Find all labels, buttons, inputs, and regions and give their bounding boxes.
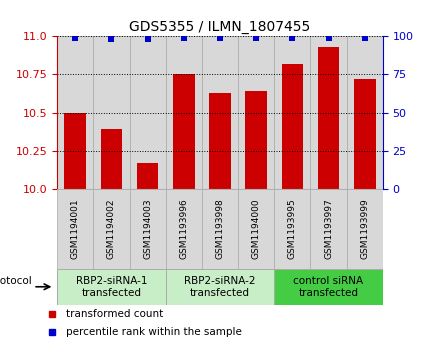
Text: GSM1193999: GSM1193999 — [360, 198, 369, 259]
Bar — [311, 189, 347, 269]
Bar — [57, 269, 166, 305]
Bar — [274, 269, 383, 305]
Bar — [202, 189, 238, 269]
Text: GSM1193996: GSM1193996 — [180, 198, 188, 259]
Text: transformed count: transformed count — [66, 309, 163, 319]
Bar — [166, 36, 202, 189]
Bar — [354, 79, 376, 189]
Bar — [318, 47, 339, 189]
Bar — [246, 91, 267, 189]
Text: GSM1194001: GSM1194001 — [71, 198, 80, 259]
Text: RBP2-siRNA-1
transfected: RBP2-siRNA-1 transfected — [76, 276, 147, 298]
Bar — [64, 113, 86, 189]
Text: GSM1193995: GSM1193995 — [288, 198, 297, 259]
Bar — [274, 36, 311, 189]
Bar — [57, 189, 93, 269]
Bar — [311, 36, 347, 189]
Text: GSM1193998: GSM1193998 — [216, 198, 224, 259]
Bar — [202, 36, 238, 189]
Text: control siRNA
transfected: control siRNA transfected — [293, 276, 363, 298]
Bar — [129, 189, 166, 269]
Bar — [347, 36, 383, 189]
Bar — [137, 163, 158, 189]
Text: percentile rank within the sample: percentile rank within the sample — [66, 327, 242, 337]
Bar — [166, 189, 202, 269]
Bar — [93, 36, 129, 189]
Text: GSM1194003: GSM1194003 — [143, 198, 152, 259]
Bar — [238, 189, 274, 269]
Text: protocol: protocol — [0, 276, 32, 286]
Bar — [101, 129, 122, 189]
Text: GSM1194000: GSM1194000 — [252, 198, 260, 259]
Text: GSM1194002: GSM1194002 — [107, 199, 116, 259]
Bar — [274, 189, 311, 269]
Bar — [347, 189, 383, 269]
Bar — [173, 74, 194, 189]
Bar — [282, 64, 303, 189]
Bar — [129, 36, 166, 189]
Bar — [93, 189, 129, 269]
Text: GSM1193997: GSM1193997 — [324, 198, 333, 259]
Text: RBP2-siRNA-2
transfected: RBP2-siRNA-2 transfected — [184, 276, 256, 298]
Title: GDS5355 / ILMN_1807455: GDS5355 / ILMN_1807455 — [129, 20, 311, 34]
Bar — [238, 36, 274, 189]
Bar — [209, 93, 231, 189]
Bar — [57, 36, 93, 189]
Bar — [166, 269, 274, 305]
